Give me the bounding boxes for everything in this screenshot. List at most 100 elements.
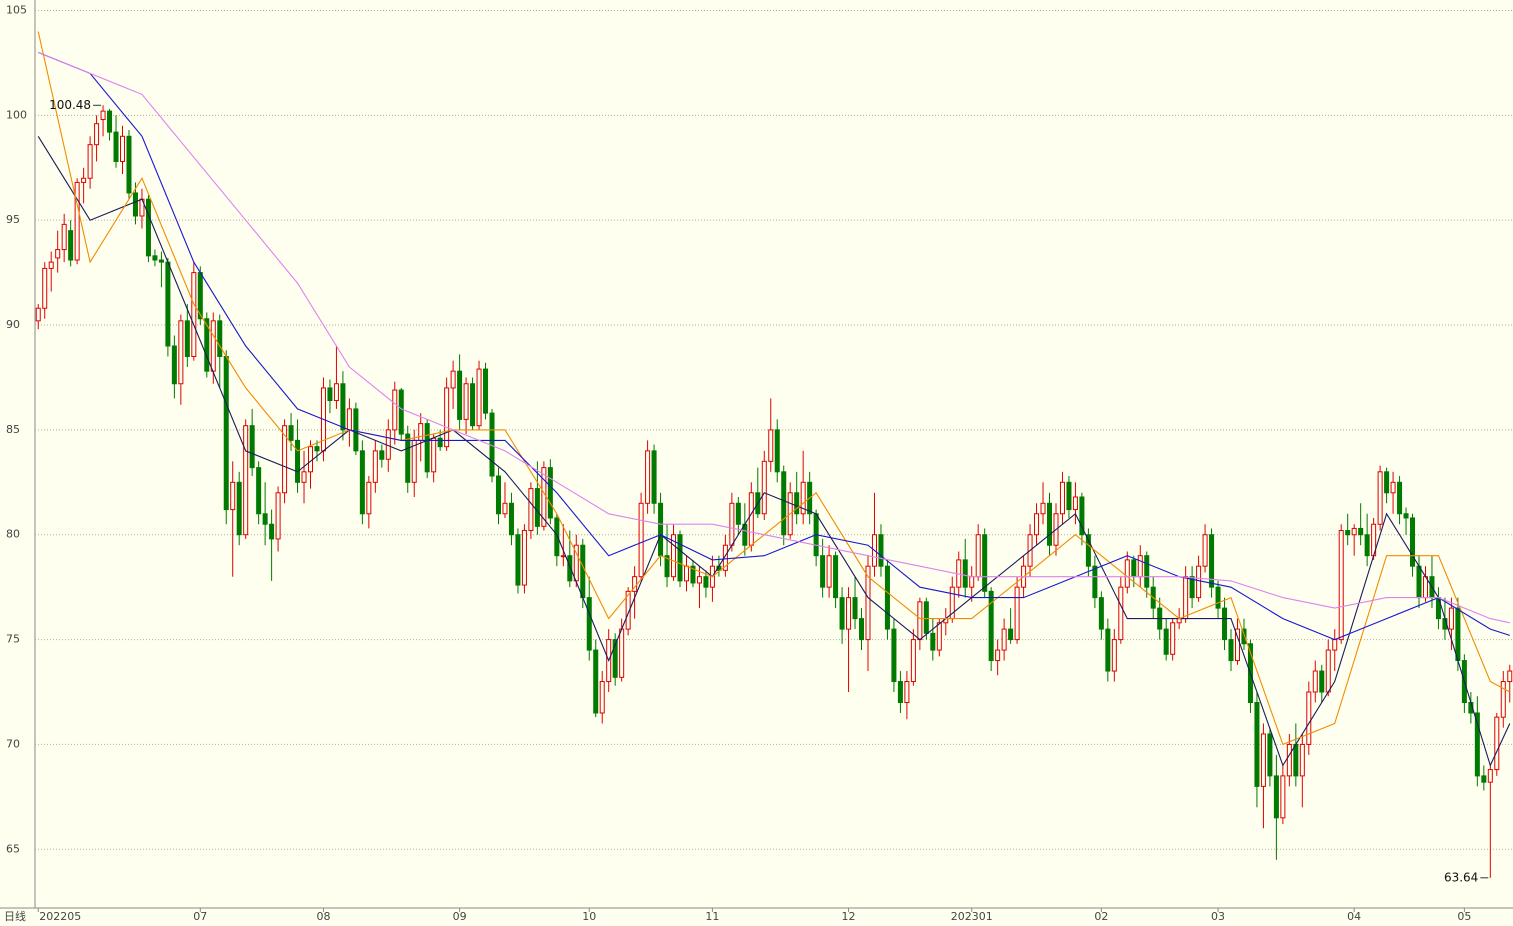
candle-body [774,429,780,473]
candle-body [450,370,456,389]
candle-body [580,544,586,599]
candle-body [1144,555,1150,588]
candle-body [1124,559,1130,588]
candle-body [560,555,566,558]
candle-body [126,135,132,194]
candle-body [884,565,890,630]
candle-body [729,502,735,546]
candle-body [547,467,553,519]
annotation-label: 100.48 [49,98,91,112]
candle-body [1507,670,1513,683]
candle-body [988,590,994,662]
candle-body [61,223,67,251]
candle-body [346,408,352,431]
candle-body [975,534,981,578]
candle-body [210,320,216,372]
candle-body [794,492,800,515]
candle-body [1098,597,1104,630]
candle-body [1040,502,1046,515]
candle-body [333,383,339,402]
candle-body [48,261,54,269]
candle-body [995,649,1001,662]
candle-body [645,450,651,504]
candle-body [586,597,592,651]
candle-body [444,387,450,448]
candle-body [891,628,897,683]
candle-body [1105,628,1111,672]
candle-body [690,565,696,584]
candle-body [846,597,852,630]
candle-body [683,565,689,582]
x-tick-label: 02 [1094,910,1108,923]
candle-body [735,502,741,525]
candle-body [184,320,190,357]
candle-body [476,368,482,427]
candle-body [502,502,508,515]
candle-body [256,467,262,515]
candle-body [625,590,631,630]
candle-body [1092,565,1098,599]
candle-body [923,601,929,634]
candle-body [1332,639,1338,651]
candle-body [1455,607,1461,662]
candle-body [962,559,968,588]
candle-body [94,123,100,146]
x-tick-label: 07 [193,910,207,923]
candle-body [1254,701,1260,787]
candle-body [612,639,618,678]
candle-body [249,425,255,469]
candle-body [359,450,365,515]
candle-body [392,389,398,431]
candle-body [651,450,657,504]
candle-body [1377,471,1383,525]
candle-body [599,681,605,714]
candle-body [878,534,884,567]
candle-body [1196,565,1202,599]
candle-body [1494,716,1500,771]
candle-body [1085,534,1091,567]
candle-body [1306,691,1312,745]
candle-body [269,523,275,540]
x-tick-label: 09 [453,910,467,923]
candle-body [1202,534,1208,567]
candle-body [463,383,469,420]
candle-body [508,502,514,536]
candle-body [1351,527,1357,536]
candle-body [314,446,320,452]
candle-body [1397,481,1403,515]
candle-body [1293,743,1299,777]
candle-body [81,177,87,183]
candle-body [1189,576,1195,599]
annotation-label: 63.64 [1444,870,1478,884]
x-tick-label: 12 [842,910,856,923]
candle-body [301,471,307,483]
candle-body [593,649,599,714]
candle-body [1234,628,1241,662]
candle-body [1209,534,1215,588]
candle-body [664,555,670,578]
y-tick-label: 85 [6,423,20,436]
y-tick-label: 70 [6,737,20,750]
candle-body [1260,733,1266,787]
candle-body [859,618,865,641]
moving-average-line [37,51,1510,641]
y-tick-label: 100 [6,108,27,121]
candle-body [262,513,268,525]
candle-body [1364,534,1370,557]
candle-body [1014,586,1020,641]
x-tick-label: 03 [1211,910,1225,923]
candle-body [554,517,560,557]
candle-body [437,437,443,448]
candle-body [1319,670,1325,693]
x-tick-label: 202301 [951,910,993,923]
candle-body [696,576,702,584]
candle-body [230,481,236,511]
candle-body [100,110,106,121]
candle-body [768,429,774,462]
x-tick-label: 10 [582,910,596,923]
candle-body [1228,639,1234,662]
candle-body [1299,743,1305,777]
candle-body [132,192,138,217]
y-tick-label: 80 [6,528,20,541]
